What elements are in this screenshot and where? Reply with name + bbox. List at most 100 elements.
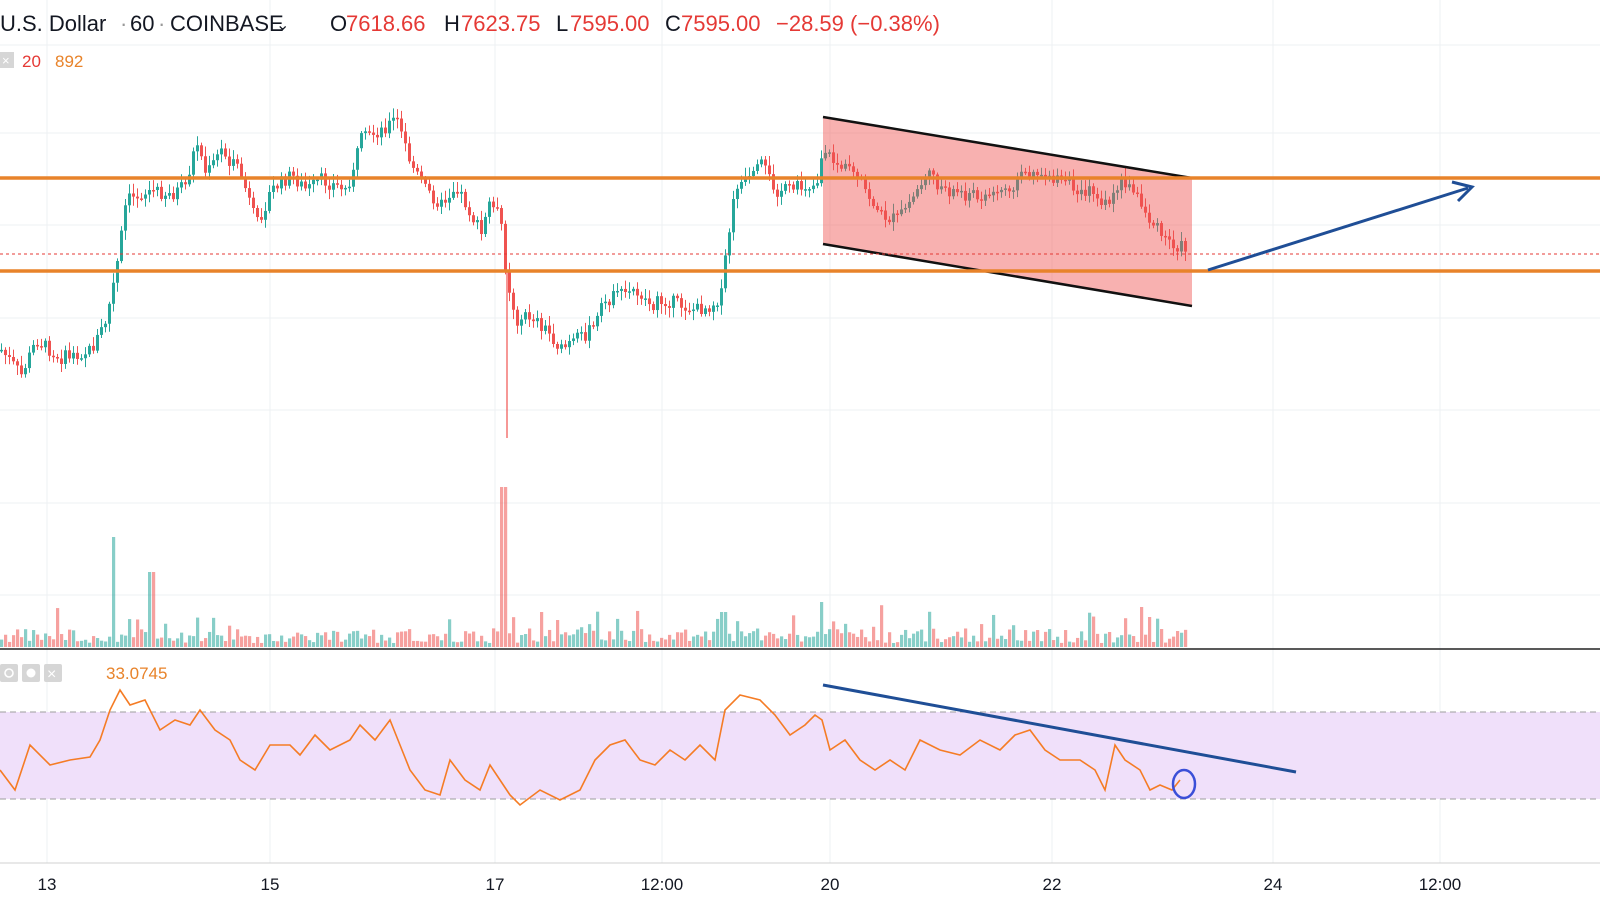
candle-body <box>88 345 91 355</box>
candle-body <box>1136 192 1139 195</box>
volume-bar <box>1180 632 1184 647</box>
volume-bar <box>668 634 672 647</box>
interval-label[interactable]: 60 <box>130 11 154 36</box>
channel-upper-line[interactable] <box>822 115 1193 180</box>
volume-bar <box>328 639 332 647</box>
volume-bar <box>120 634 124 647</box>
volume-bar <box>524 634 528 647</box>
volume-bar <box>800 641 804 647</box>
volume-bar <box>988 637 992 647</box>
candle-body <box>336 183 339 185</box>
candle-body <box>832 152 835 163</box>
candle-body <box>436 203 439 207</box>
candle-body <box>1088 186 1091 196</box>
candle-body <box>20 365 23 375</box>
volume-bar <box>740 631 744 647</box>
candle-body <box>280 176 283 189</box>
volume-bar <box>360 638 364 647</box>
candle-body <box>760 159 763 165</box>
candle-body <box>140 198 143 200</box>
projection-arrow-line[interactable] <box>1207 186 1469 272</box>
candle-body <box>648 298 651 305</box>
volume-bar <box>1012 625 1016 647</box>
candle-body <box>372 132 375 135</box>
volume-bar <box>936 638 940 647</box>
volume-bar <box>520 635 524 647</box>
candle-body <box>1140 193 1143 207</box>
candle-body <box>412 161 415 168</box>
volume-bar <box>40 639 44 647</box>
candle-body <box>48 340 51 356</box>
volume-bar <box>848 632 852 647</box>
eye-icon[interactable] <box>0 664 18 682</box>
volume-bar <box>552 641 556 647</box>
candle-body <box>544 325 547 331</box>
rsi-trendline[interactable] <box>822 683 1297 774</box>
x-tick-label: 17 <box>486 875 505 894</box>
close-icon-glyph: × <box>2 53 10 68</box>
candle-body <box>1152 222 1155 226</box>
candle-body <box>892 213 895 223</box>
volume-bar <box>260 642 264 647</box>
high-value: 7623.75 <box>461 11 541 36</box>
candle-body <box>464 191 467 208</box>
symbol-label[interactable]: U.S. Dollar <box>0 11 106 36</box>
candle-body <box>968 193 971 201</box>
candle-body <box>620 288 623 291</box>
candle-body <box>164 195 167 199</box>
candle-body <box>1092 186 1095 194</box>
volume-bar <box>728 633 732 647</box>
volume-bar <box>736 621 740 647</box>
volume-bar <box>20 637 24 647</box>
candle-body <box>820 158 823 184</box>
volume-bar <box>12 635 16 647</box>
candle-body <box>208 165 211 173</box>
candle-body <box>640 295 643 299</box>
candle-body <box>532 319 535 322</box>
x-axis-ticks: 13 15 17 12:00 20 22 24 12:00 <box>38 875 1462 894</box>
volume-bar <box>604 640 608 647</box>
candle-body <box>876 206 879 210</box>
high-prefix: H <box>444 11 460 36</box>
candle-body <box>944 186 947 188</box>
volume-bar <box>1132 636 1136 647</box>
volume-bar <box>484 641 488 647</box>
close-icon-rsi[interactable] <box>44 664 62 682</box>
volume-bar <box>300 634 304 647</box>
candle-body <box>700 303 703 315</box>
candle-body <box>840 164 843 169</box>
candle-body <box>844 163 847 169</box>
candle-body <box>676 295 679 299</box>
volume-bar <box>528 628 532 647</box>
candle-body <box>896 213 899 216</box>
candle-body <box>364 131 367 134</box>
candle-body <box>376 134 379 138</box>
volume-bar <box>584 633 588 647</box>
volume-bar <box>240 636 244 647</box>
volume-bar <box>724 612 728 647</box>
volume-bar <box>184 642 188 647</box>
candle-body <box>156 186 159 191</box>
candle-body <box>1116 190 1119 193</box>
volume-bar <box>228 625 232 647</box>
chevron-down-icon[interactable]: ⌄ <box>276 17 289 34</box>
candle-body <box>224 148 227 157</box>
volume-bar <box>160 637 164 647</box>
volume-bar <box>1108 631 1112 647</box>
volume-bar <box>540 612 544 647</box>
close-icon[interactable] <box>0 52 14 68</box>
volume-bar <box>1144 634 1148 647</box>
candle-body <box>1020 171 1023 179</box>
descending-channel-fill[interactable] <box>823 117 1192 306</box>
candle-body <box>856 171 859 178</box>
volume-bar <box>396 632 400 647</box>
candle-body <box>884 210 887 220</box>
exchange-label[interactable]: COINBASE <box>170 11 284 36</box>
volume-bar <box>204 638 208 647</box>
candle-body <box>328 185 331 190</box>
volume-bar <box>304 636 308 647</box>
candle-body <box>468 207 471 216</box>
candle-body <box>632 288 635 292</box>
volume-bar <box>788 633 792 647</box>
